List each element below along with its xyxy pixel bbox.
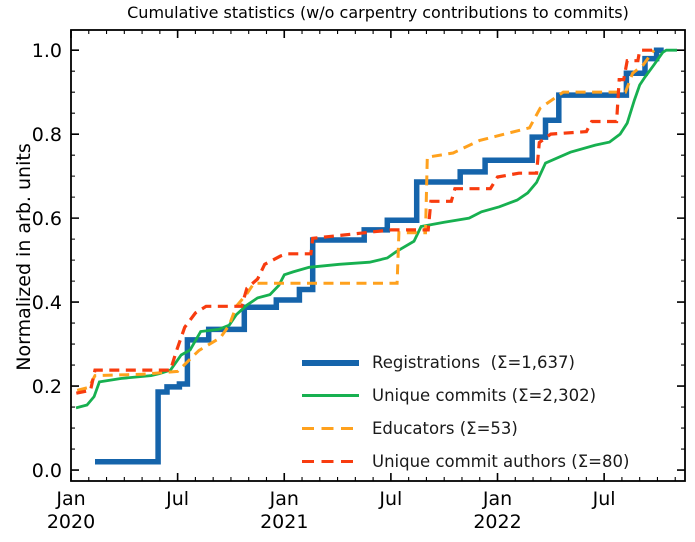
x-tick-label: Jan xyxy=(269,488,299,510)
educators-line-swatch xyxy=(302,426,359,431)
x-tick-label: Jan xyxy=(55,488,85,510)
unique-commit-authors-line-swatch xyxy=(302,459,359,464)
legend-item-unique-commit-authors: Unique commit authors (Σ=80) xyxy=(302,445,629,478)
y-tick-label: 0.0 xyxy=(32,460,62,482)
y-tick-label: 0.8 xyxy=(32,124,62,146)
x-tick-year-label: 2022 xyxy=(473,511,521,533)
minor-ticks xyxy=(71,30,685,481)
unique-commits-line-swatch xyxy=(302,394,359,397)
series-line-unique-commits xyxy=(75,48,677,410)
legend-label-registrations: Registrations (Σ=1,637) xyxy=(372,353,575,372)
registrations-line-swatch xyxy=(302,359,359,366)
legend-item-registrations: Registrations (Σ=1,637) xyxy=(302,346,629,379)
x-tick-year-label: 2021 xyxy=(260,511,308,533)
chart-title: Cumulative statistics (w/o carpentry con… xyxy=(127,3,629,22)
x-tick-label: Jul xyxy=(378,488,402,510)
x-tick-year-label: 2020 xyxy=(47,511,95,533)
y-tick-label: 1.0 xyxy=(32,40,62,62)
plot-spines xyxy=(70,29,686,482)
legend-label-educators: Educators (Σ=53) xyxy=(372,419,518,438)
x-tick-label: Jul xyxy=(165,488,189,510)
series-line-registrations xyxy=(95,47,664,465)
legend-label-unique-commit-authors: Unique commit authors (Σ=80) xyxy=(372,452,630,471)
series-line-unique-commit-authors xyxy=(75,48,653,395)
legend-item-unique-commits: Unique commits (Σ=2,302) xyxy=(302,379,629,412)
x-tick-label: Jul xyxy=(592,488,616,510)
series-line-educators xyxy=(76,49,656,392)
legend-label-unique-commits: Unique commits (Σ=2,302) xyxy=(372,386,597,405)
x-tick-label: Jan xyxy=(482,488,512,510)
y-tick-label: 0.6 xyxy=(32,208,62,230)
legend: Registrations (Σ=1,637) Unique commits (… xyxy=(302,346,629,478)
y-tick-label: 0.4 xyxy=(32,292,62,314)
y-tick-label: 0.2 xyxy=(32,376,62,398)
legend-item-educators: Educators (Σ=53) xyxy=(302,412,629,445)
